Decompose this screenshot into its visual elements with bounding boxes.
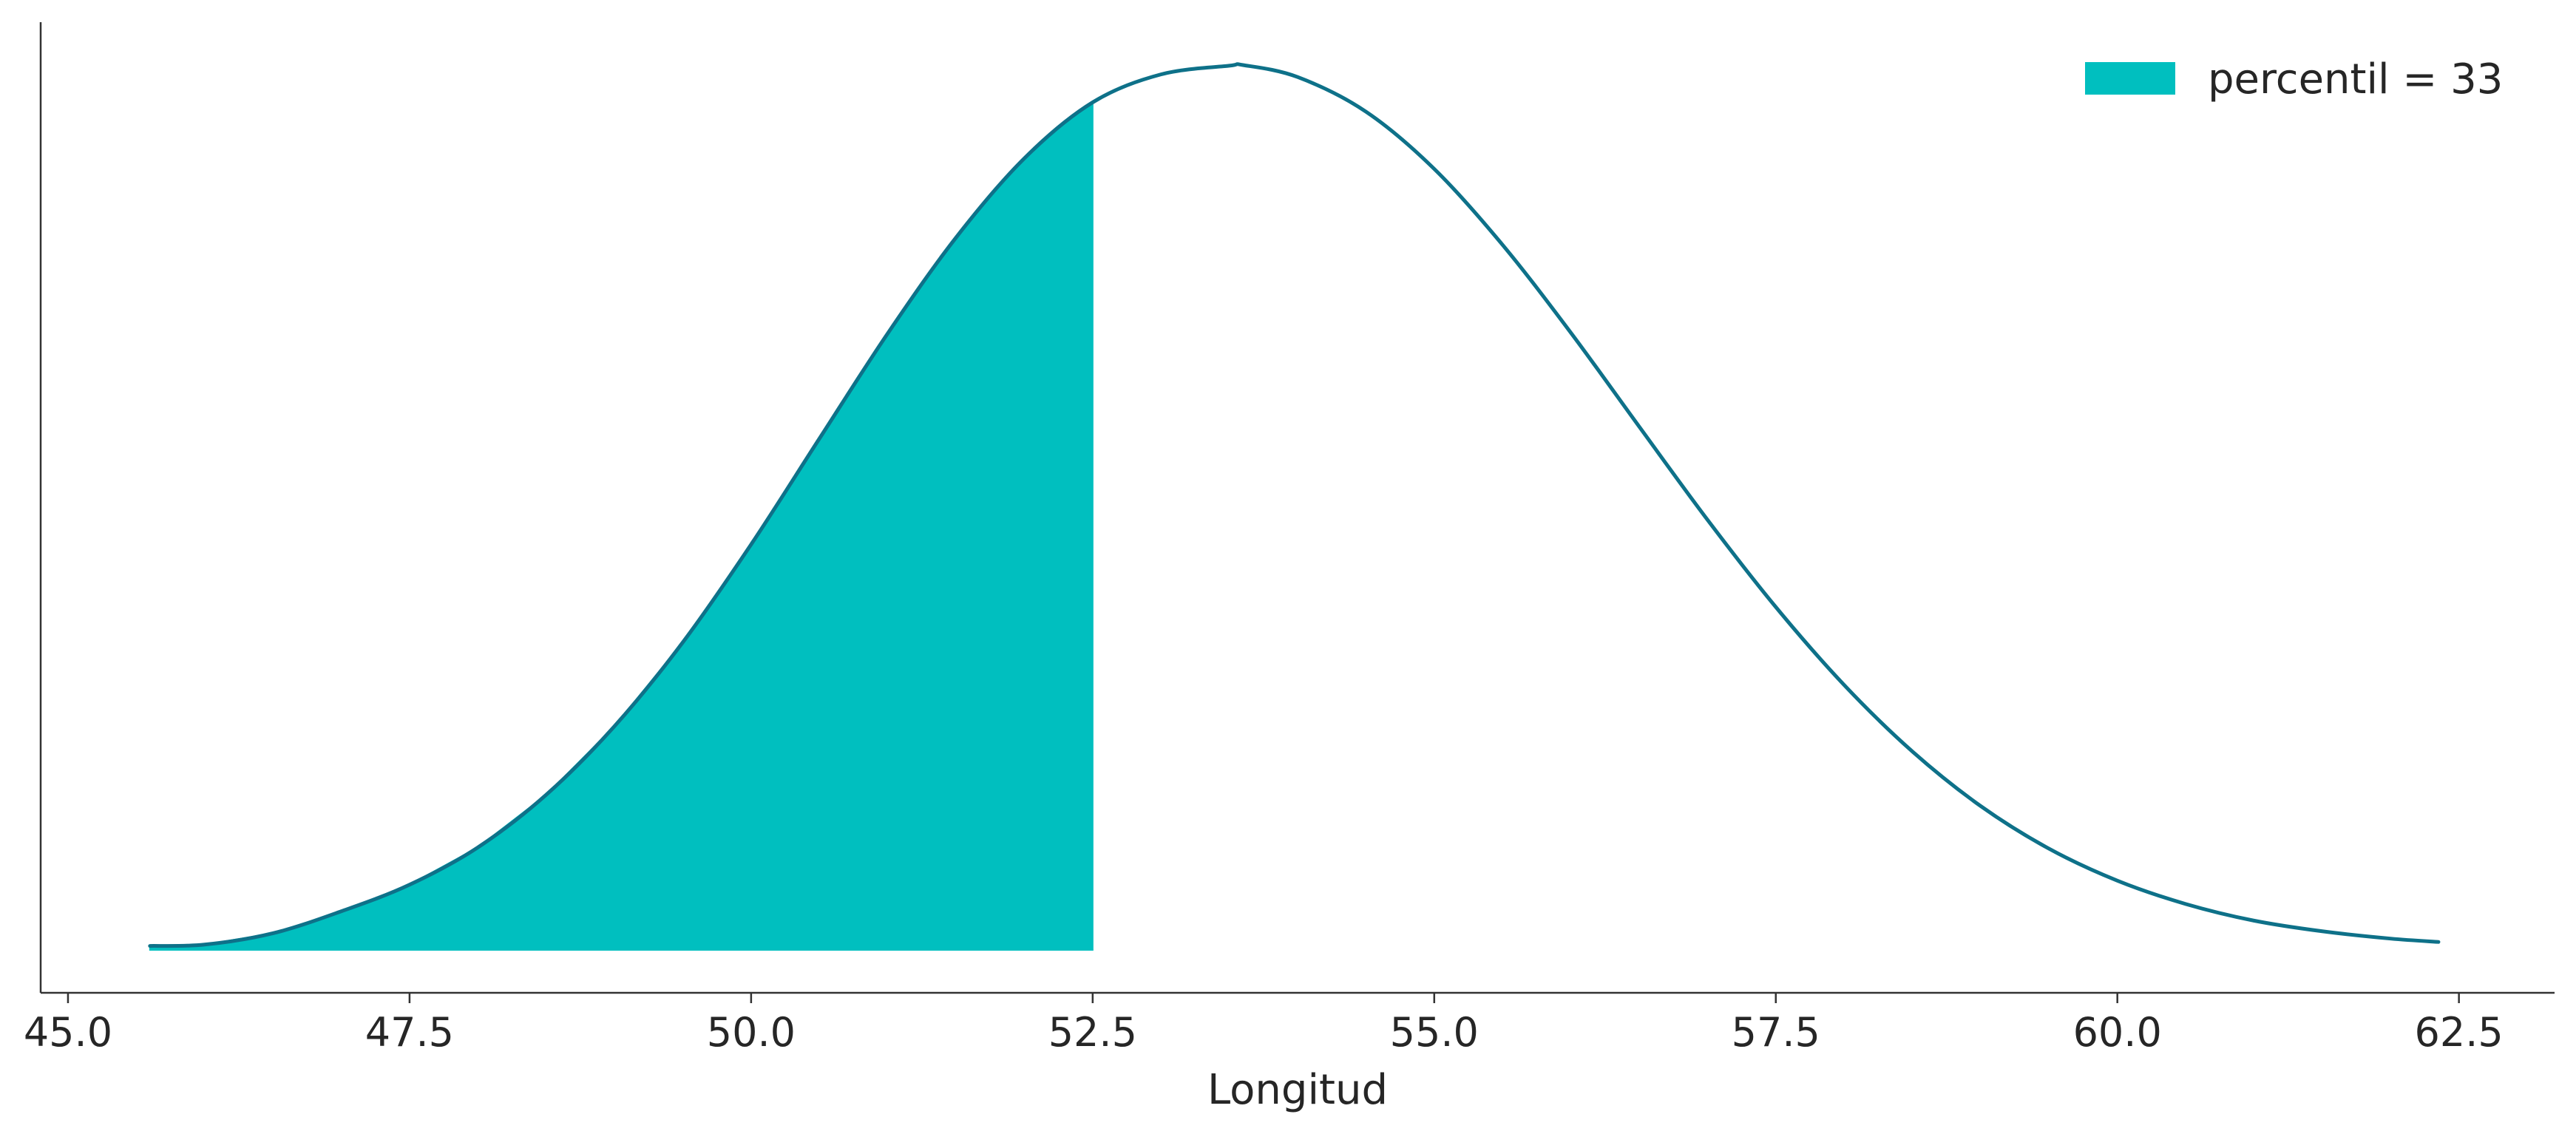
x-tick-label: 45.0 xyxy=(24,1009,112,1056)
line-layer xyxy=(148,62,2441,948)
legend: percentil = 33 xyxy=(2085,55,2503,103)
x-tick-label: 47.5 xyxy=(365,1009,454,1056)
legend-label: percentil = 33 xyxy=(2208,55,2503,103)
ticks-layer: 45.0 47.5 50.0 52.5 55.0 57.5 60.0 62.5 xyxy=(24,993,2504,1056)
fill-layer xyxy=(149,101,1094,951)
x-tick-label: 60.0 xyxy=(2073,1009,2162,1056)
percentile-area xyxy=(149,101,1094,951)
legend-swatch xyxy=(2085,62,2175,95)
x-tick-label: 50.0 xyxy=(707,1009,796,1056)
x-tick-label: 57.5 xyxy=(1732,1009,1820,1056)
x-tick-label: 62.5 xyxy=(2415,1009,2504,1056)
x-tick-label: 52.5 xyxy=(1048,1009,1137,1056)
axes-layer xyxy=(39,22,2555,994)
density-line xyxy=(148,62,2441,948)
x-axis-label: Longitud xyxy=(1207,1066,1388,1114)
x-tick-label: 55.0 xyxy=(1390,1009,1479,1056)
